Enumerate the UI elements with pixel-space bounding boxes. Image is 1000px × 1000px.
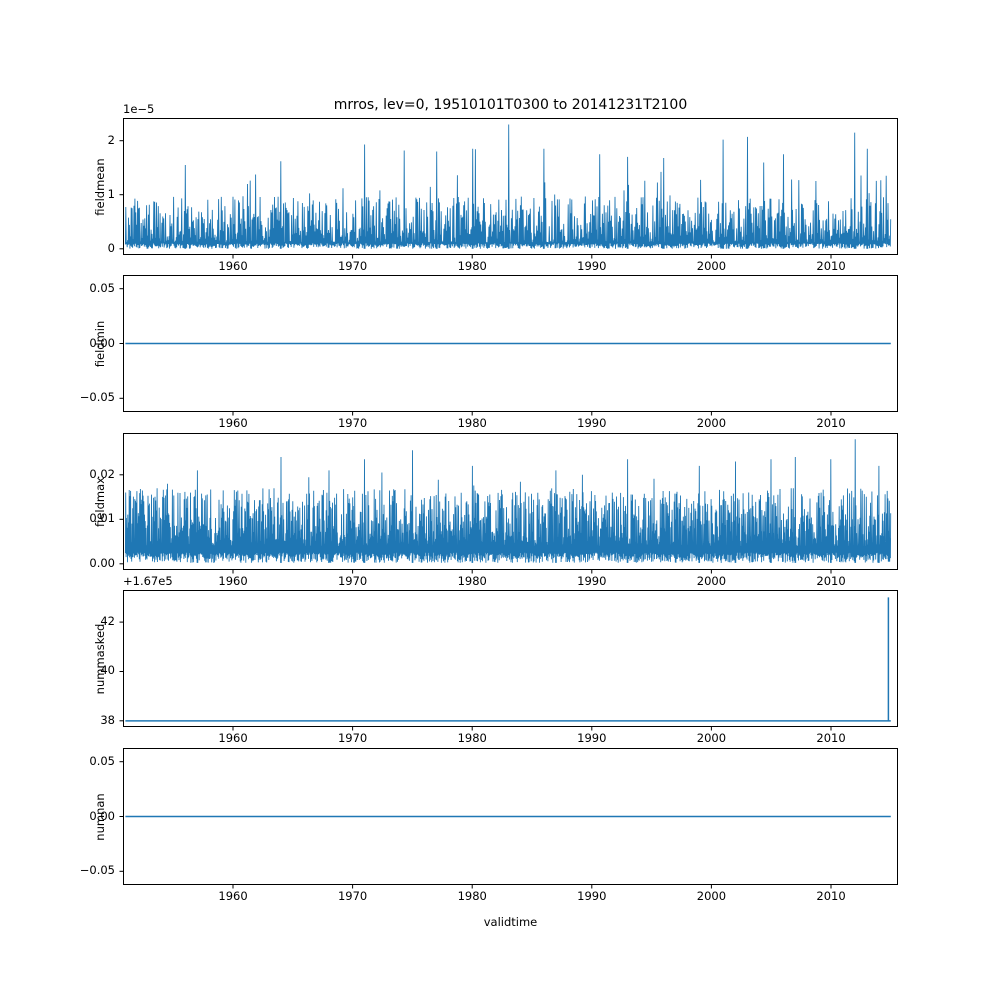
x-tick-label: 1970 bbox=[337, 416, 368, 430]
plot-area-fieldmin bbox=[119, 275, 898, 416]
x-tick-label: 2000 bbox=[696, 889, 727, 903]
x-tick-label: 2010 bbox=[816, 731, 846, 745]
y-tick-label: −0.05 bbox=[79, 390, 115, 405]
y-tick-label: 0.00 bbox=[89, 335, 115, 350]
x-tick-label: 2010 bbox=[816, 889, 846, 903]
y-tick-label: 0.05 bbox=[89, 280, 115, 295]
x-tick-label: 1980 bbox=[457, 889, 487, 903]
y-tick-label: 0.00 bbox=[89, 555, 115, 570]
y-axis-offset-text: +1.67e5 bbox=[123, 574, 173, 588]
x-axis-label: validtime bbox=[483, 915, 538, 929]
y-tick-label: 40 bbox=[100, 663, 115, 678]
x-tick-label: 2010 bbox=[816, 259, 846, 273]
x-tick-label: 2000 bbox=[696, 574, 727, 588]
x-tick-label: 2000 bbox=[696, 416, 727, 430]
x-tick-label: 2010 bbox=[816, 416, 846, 430]
x-tick-label: 1980 bbox=[457, 574, 487, 588]
x-tick-label: 1980 bbox=[457, 416, 487, 430]
x-tick-label: 1960 bbox=[218, 259, 248, 273]
y-tick-label: 0.01 bbox=[89, 511, 115, 526]
plot-area-numnan bbox=[119, 748, 898, 889]
plot-area-fieldmean bbox=[119, 118, 898, 259]
y-tick-label: 2 bbox=[107, 132, 115, 147]
x-tick-label: 1990 bbox=[577, 416, 607, 430]
x-tick-label: 1970 bbox=[337, 889, 368, 903]
y-tick-label: 38 bbox=[100, 712, 115, 727]
x-tick-label: 1970 bbox=[337, 574, 368, 588]
y-axis-label-nummasked: nummasked bbox=[93, 623, 107, 694]
plot-area-fieldmax bbox=[119, 433, 898, 574]
x-tick-label: 1970 bbox=[337, 259, 368, 273]
x-tick-label: 2000 bbox=[696, 731, 727, 745]
x-tick-label: 2010 bbox=[816, 574, 846, 588]
chart-title: mrros, lev=0, 19510101T0300 to 20141231T… bbox=[333, 97, 688, 113]
y-tick-label: 0.00 bbox=[89, 808, 115, 823]
x-tick-label: 1990 bbox=[577, 259, 607, 273]
plot-area-nummasked bbox=[119, 590, 898, 731]
x-tick-label: 1990 bbox=[577, 889, 607, 903]
x-tick-label: 1960 bbox=[218, 416, 248, 430]
x-tick-label: 1980 bbox=[457, 731, 487, 745]
y-tick-label: −0.05 bbox=[79, 863, 115, 878]
y-tick-label: 1 bbox=[107, 186, 115, 201]
y-axis-offset-text: 1e−5 bbox=[123, 102, 155, 116]
y-tick-label: 0.05 bbox=[89, 753, 115, 768]
y-tick-label: 42 bbox=[100, 614, 115, 629]
x-tick-label: 1960 bbox=[218, 889, 248, 903]
x-tick-label: 1960 bbox=[218, 574, 248, 588]
y-tick-label: 0 bbox=[107, 240, 115, 255]
y-tick-label: 0.02 bbox=[89, 466, 115, 481]
x-tick-label: 1980 bbox=[457, 259, 487, 273]
x-tick-label: 1990 bbox=[577, 574, 607, 588]
x-tick-label: 1960 bbox=[218, 731, 248, 745]
x-tick-label: 1990 bbox=[577, 731, 607, 745]
x-tick-label: 1970 bbox=[337, 731, 368, 745]
x-tick-label: 2000 bbox=[696, 259, 727, 273]
y-axis-label-fieldmean: fieldmean bbox=[93, 157, 107, 216]
